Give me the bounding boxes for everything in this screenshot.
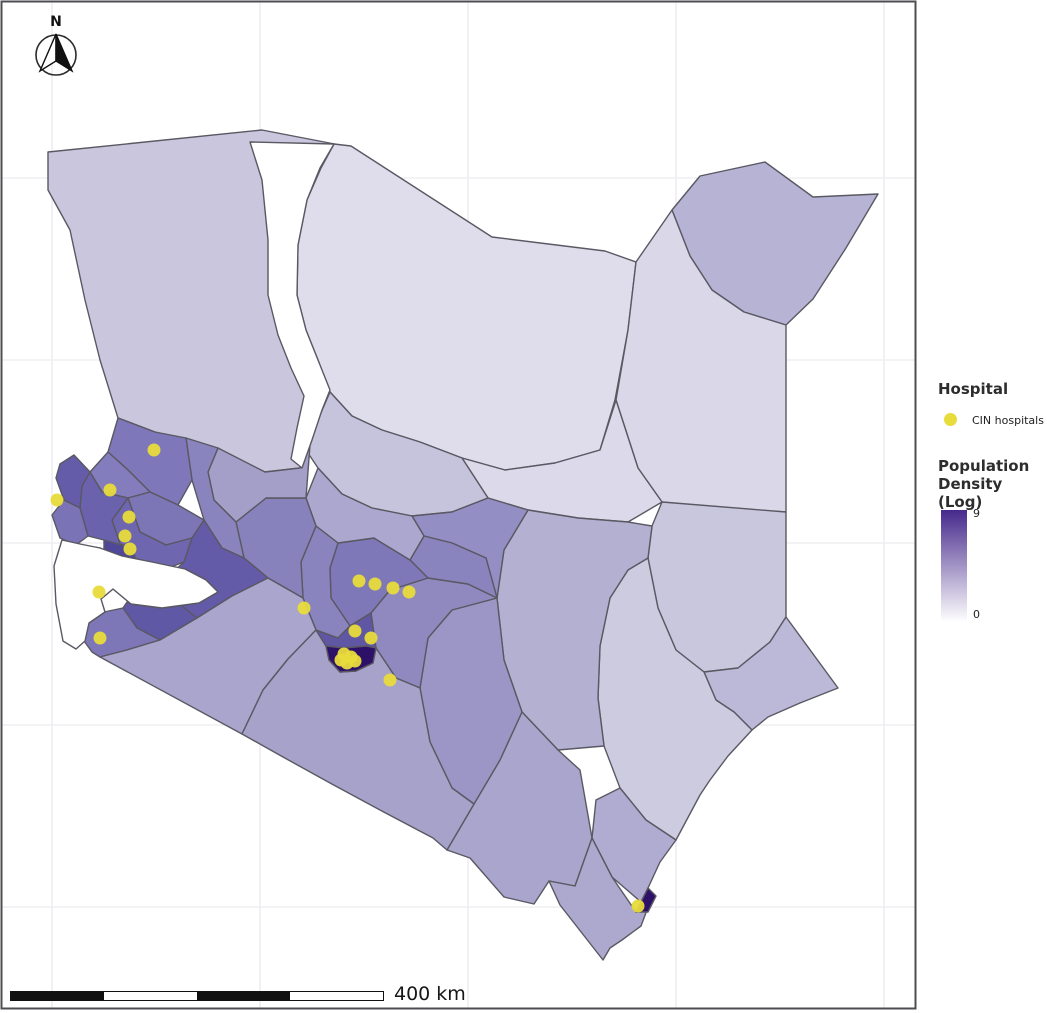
density-legend-title: Population Density (Log)	[938, 457, 1029, 511]
scale-bar-segment	[290, 992, 383, 1000]
hospital-dot	[386, 581, 400, 595]
map-svg	[0, 0, 917, 1010]
lakes-layer	[53, 141, 335, 650]
hospital-dot	[50, 493, 64, 507]
hospital-dot	[631, 899, 645, 913]
density-legend-title-line3: (Log)	[938, 493, 983, 511]
north-arrow-label: N	[50, 14, 62, 30]
north-arrow: N	[35, 14, 77, 76]
density-max-label: 9	[973, 507, 980, 520]
hospital-dot	[103, 483, 117, 497]
scale-bar-segment	[197, 992, 290, 1000]
hospital-dot	[334, 653, 348, 667]
lake-turkana	[249, 141, 335, 469]
hospital-dot	[352, 574, 366, 588]
hospital-dot	[402, 585, 416, 599]
scale-bar	[10, 991, 384, 1001]
hospital-dot	[368, 577, 382, 591]
hospital-dot	[122, 510, 136, 524]
lake-victoria	[53, 539, 219, 650]
scale-bar-segment	[11, 992, 104, 1000]
hospital-legend-marker-icon	[944, 413, 957, 426]
north-arrow-right-blade	[55, 33, 74, 73]
density-gradient-bar	[941, 510, 967, 622]
hospital-dot	[348, 624, 362, 638]
scale-bar-label: 400 km	[394, 983, 466, 1005]
hospital-dot	[383, 673, 397, 687]
density-legend-title-line2: Density	[938, 475, 1003, 493]
density-min-label: 0	[973, 608, 980, 621]
county-kwale	[548, 837, 648, 961]
hospital-dot	[92, 585, 106, 599]
hospital-dot	[364, 631, 378, 645]
scale-bar-segment	[104, 992, 197, 1000]
hospital-dot	[123, 542, 137, 556]
density-legend-title-line1: Population	[938, 457, 1030, 475]
hospital-dots-layer	[50, 443, 645, 913]
hospital-legend-item-label: CIN hospitals	[972, 414, 1044, 427]
hospital-dot	[93, 631, 107, 645]
counties-layer	[47, 129, 879, 961]
county-elgeyo-marakwet	[185, 437, 245, 559]
map-panel-border	[0, 0, 917, 1010]
hospital-dot	[147, 443, 161, 457]
hospital-dot	[297, 601, 311, 615]
hospital-dot	[118, 529, 132, 543]
hospital-legend-title: Hospital	[938, 380, 1009, 398]
legend: Hospital CIN hospitals Population Densit…	[917, 0, 1047, 1013]
